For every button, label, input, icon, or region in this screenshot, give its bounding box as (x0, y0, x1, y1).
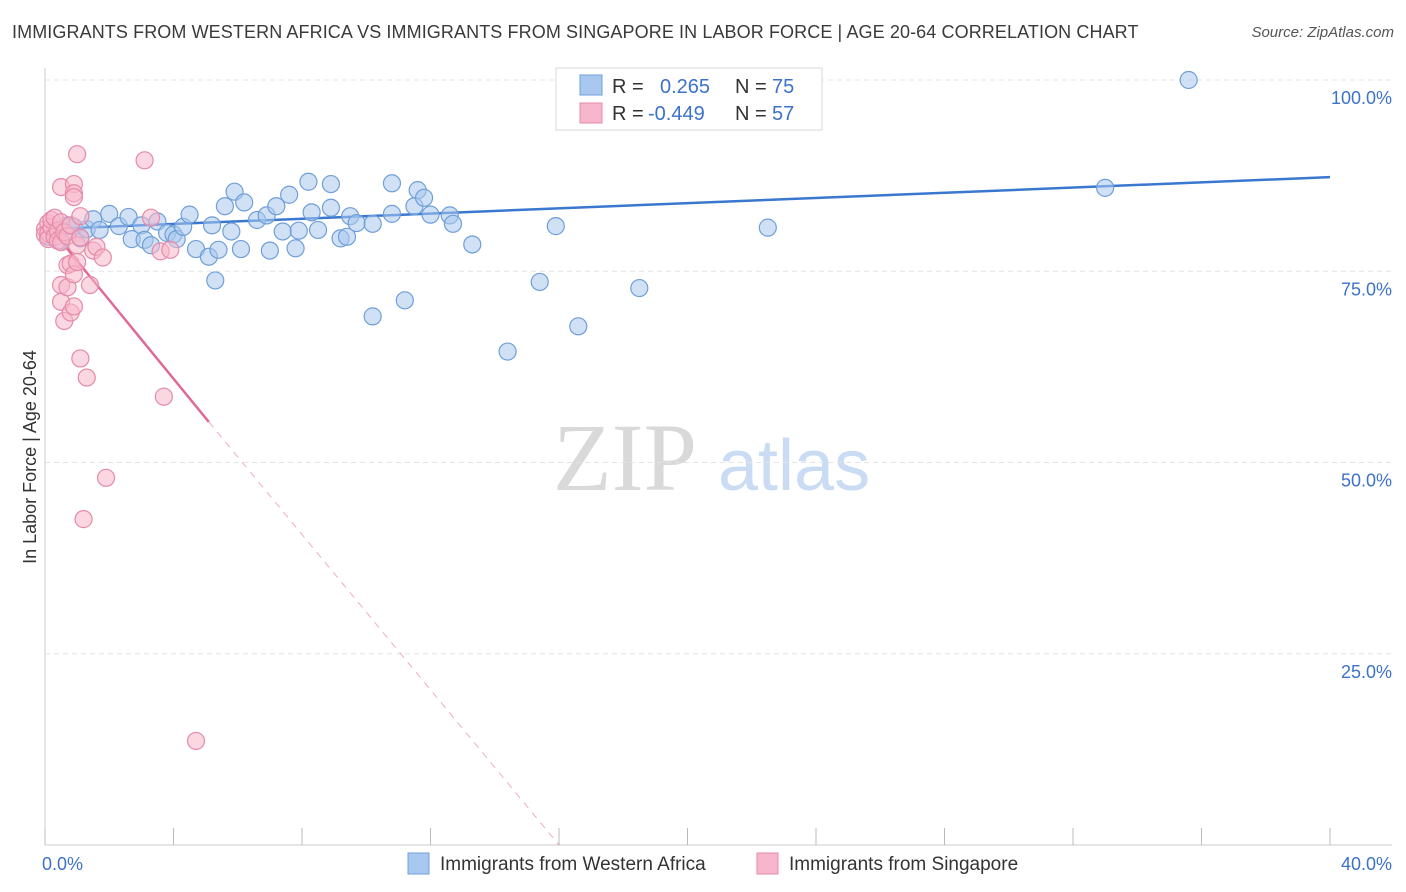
y-tick-label: 50.0% (1341, 471, 1392, 491)
point-western-africa (363, 214, 382, 233)
point-singapore (74, 510, 93, 529)
point-western-africa (347, 213, 366, 233)
point-western-africa (308, 220, 328, 240)
point-western-africa (100, 204, 119, 223)
legend-swatch-western-africa (579, 74, 603, 96)
point-western-africa (421, 205, 440, 224)
y-tick-label: 25.0% (1341, 662, 1392, 682)
point-singapore (64, 187, 84, 207)
point-western-africa (321, 174, 341, 194)
point-singapore (141, 208, 161, 227)
point-western-africa (119, 207, 138, 227)
bottom-legend-label: Immigrants from Singapore (789, 854, 1018, 875)
y-tick-label: 75.0% (1341, 279, 1392, 299)
point-singapore (161, 240, 180, 259)
y-tick-label: 100.0% (1331, 88, 1392, 108)
point-western-africa (235, 193, 254, 212)
legend-n-value: 75 (772, 76, 794, 98)
point-western-africa (90, 220, 109, 240)
point-western-africa (286, 239, 305, 258)
point-western-africa (273, 222, 292, 241)
point-western-africa (758, 218, 777, 237)
point-western-africa (498, 342, 517, 361)
legend-r-value: -0.449 (648, 103, 705, 125)
point-singapore (64, 297, 84, 316)
gridlines (45, 79, 1392, 655)
trend-lines (44, 175, 1331, 846)
point-western-africa (267, 197, 286, 216)
point-singapore (135, 151, 154, 170)
watermark-zip: ZIP (553, 404, 697, 511)
point-western-africa (395, 291, 414, 310)
watermark-atlas: atlas (718, 426, 870, 506)
point-western-africa (299, 172, 318, 191)
trend-line-singapore-extension (208, 421, 560, 846)
point-singapore (154, 387, 173, 406)
point-western-africa (363, 307, 382, 326)
point-singapore (80, 275, 100, 295)
point-western-africa (180, 205, 199, 224)
bottom-legend-swatch-singapore (756, 852, 779, 875)
point-western-africa (222, 222, 241, 241)
legend-n-label: N = (735, 76, 767, 98)
point-western-africa (443, 214, 463, 233)
point-western-africa (630, 278, 649, 298)
point-western-africa (280, 185, 299, 204)
legend-r-label: R = (612, 76, 644, 98)
point-western-africa (463, 235, 482, 254)
point-western-africa (289, 221, 308, 240)
x-tick-label: 0.0% (42, 854, 83, 874)
point-singapore (96, 468, 116, 487)
point-western-africa (209, 240, 228, 259)
point-western-africa (206, 271, 225, 290)
bottom-legend-swatch-western-africa (407, 852, 430, 875)
point-singapore (68, 145, 87, 164)
point-western-africa (382, 204, 402, 223)
point-western-africa (260, 241, 279, 260)
bottom-legend: Immigrants from Western Africa Immigrant… (407, 852, 1018, 875)
point-singapore (68, 252, 87, 272)
point-western-africa (569, 317, 588, 336)
legend-n-label: N = (735, 103, 767, 125)
point-western-africa (321, 198, 341, 217)
point-western-africa (1096, 178, 1115, 197)
point-singapore (71, 228, 90, 247)
point-western-africa (337, 227, 357, 246)
point-western-africa (382, 174, 402, 193)
point-singapore (93, 248, 112, 267)
legend-r-value: 0.265 (660, 76, 710, 98)
point-singapore (71, 349, 90, 368)
point-western-africa (530, 272, 549, 292)
point-western-africa (414, 188, 434, 207)
point-western-africa (546, 217, 565, 236)
point-western-africa (202, 216, 222, 235)
chart-title: IMMIGRANTS FROM WESTERN AFRICA VS IMMIGR… (12, 22, 1139, 42)
y-axis-label: In Labor Force | Age 20-64 (20, 350, 40, 564)
point-western-africa (215, 197, 234, 216)
legend-r-label: R = (612, 103, 644, 125)
legend-box: R = 0.265 N = 75 R = -0.449 N = 57 (555, 67, 823, 131)
y-tick-labels: 25.0% 50.0% 75.0% 100.0% (1331, 88, 1392, 682)
point-western-africa (231, 239, 251, 259)
point-singapore (71, 207, 90, 226)
watermark: ZIP atlas (553, 404, 870, 511)
point-singapore (77, 368, 96, 387)
point-western-africa (1179, 70, 1198, 90)
bottom-legend-label: Immigrants from Western Africa (440, 854, 706, 875)
axes (44, 68, 1392, 846)
x-tick-label: 40.0% (1341, 854, 1392, 874)
source-credit: Source: ZipAtlas.com (1251, 24, 1394, 41)
data-points (35, 70, 1198, 751)
point-western-africa (302, 203, 321, 222)
legend-swatch-singapore (579, 102, 603, 124)
legend-n-value: 57 (772, 103, 794, 125)
point-singapore (186, 731, 206, 751)
x-tick-labels: 0.0% 40.0% (42, 854, 1392, 874)
